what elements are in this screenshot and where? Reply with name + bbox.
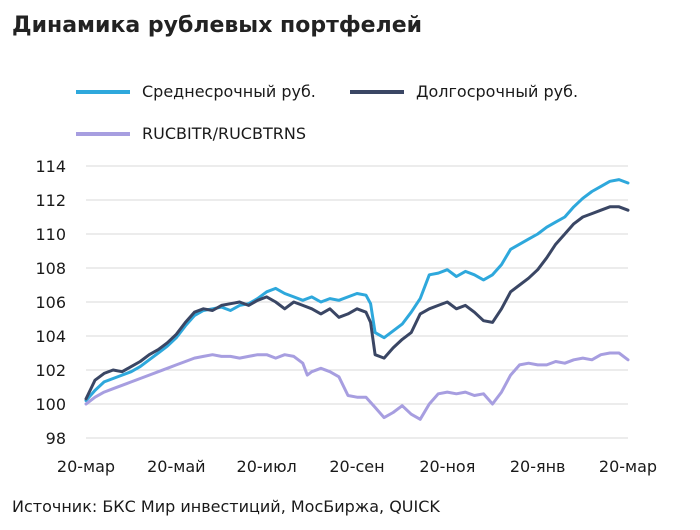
y-tick-label: 110	[35, 225, 66, 244]
legend-label-series-3: RUCBITR/RUCBTRNS	[142, 124, 306, 143]
series-line-1	[84, 178, 630, 403]
x-axis: 20-мар 20-май 20-июл 20-сен 20-ноя 20-янв 20-м…	[57, 457, 657, 476]
x-tick-label: 20-янв	[510, 457, 566, 476]
series-line-2	[84, 205, 630, 401]
y-tick-label: 106	[35, 293, 66, 312]
y-tick-label: 108	[35, 259, 66, 278]
y-axis: 98 100 102 104 106 108 110 112 114	[35, 157, 66, 448]
y-tick-label: 104	[35, 327, 66, 346]
y-tick-label: 102	[35, 361, 66, 380]
x-tick-label: 20-сен	[329, 457, 384, 476]
legend-label-series-2: Долгосрочный руб.	[416, 82, 578, 101]
source-note: Источник: БКС Мир инвестиций, МосБиржа, …	[12, 497, 440, 516]
x-tick-label: 20-мар	[599, 457, 657, 476]
x-tick-label: 20-май	[147, 457, 205, 476]
y-tick-label: 114	[35, 157, 66, 176]
chart-title: Динамика рублевых портфелей	[12, 13, 422, 38]
series-lines	[84, 178, 630, 421]
legend-label-series-1: Среднесрочный руб.	[142, 82, 316, 101]
y-tick-label: 98	[46, 429, 66, 448]
y-tick-label: 112	[35, 191, 66, 210]
y-tick-label: 100	[35, 395, 66, 414]
series-line-3	[84, 351, 630, 421]
x-tick-label: 20-июл	[237, 457, 297, 476]
x-tick-label: 20-мар	[57, 457, 115, 476]
x-tick-label: 20-ноя	[419, 457, 475, 476]
legend: Среднесрочный руб. Долгосрочный руб. RUC…	[76, 82, 578, 143]
